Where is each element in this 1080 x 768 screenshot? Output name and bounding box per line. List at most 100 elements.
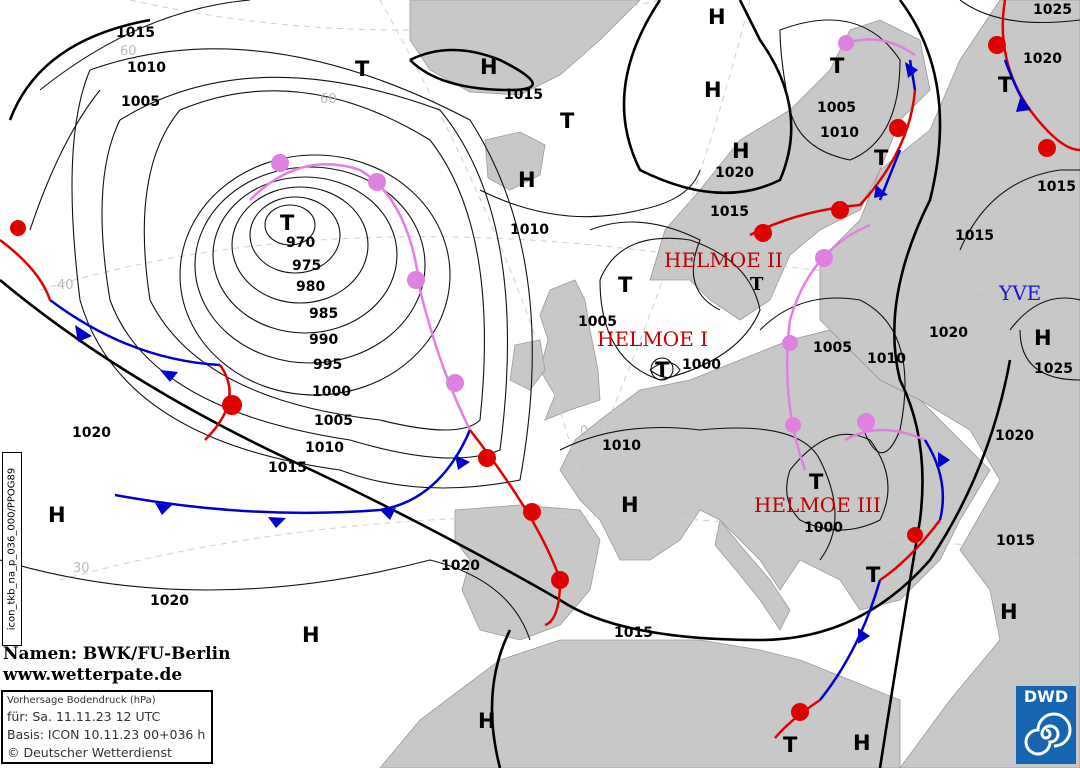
svg-text:1005: 1005 [578,314,617,330]
warm-front [774,519,941,739]
svg-text:1020: 1020 [995,428,1034,444]
low-marker: T [783,733,798,757]
svg-text:1015: 1015 [996,533,1035,549]
svg-text:980: 980 [296,279,325,295]
latitude-labels: 40 30 60 60 0 [57,44,588,576]
europe [559,329,991,611]
product-code: icon_tkb_na_p_036_000/PPOG89 [6,467,18,631]
svg-text:1015: 1015 [955,228,994,244]
graticule [39,0,1080,581]
svg-text:40: 40 [57,278,74,293]
svg-text:1020: 1020 [929,325,968,341]
svg-text:970: 970 [286,235,315,251]
high-marker: H [518,168,536,192]
cold-front [114,429,472,515]
high-marker: H [480,55,498,79]
product-code-box: icon_tkb_na_p_036_000/PPOG89 [2,452,22,646]
high-marker: H [621,493,639,517]
svg-text:1015: 1015 [710,204,749,220]
low-marker: T [809,470,824,494]
swirl-icon [1024,712,1072,756]
credit-block: Namen: BWK/FU-Berlin www.wetterpate.de [3,644,230,686]
high-marker: H [708,5,726,29]
svg-text:1015: 1015 [1037,179,1076,195]
svg-text:1005: 1005 [813,340,852,356]
fronts [0,0,1080,739]
svg-text:1010: 1010 [305,440,344,456]
low-marker: T [355,57,370,81]
isobar-labels: 1015 1010 1005 970 975 980 985 990 995 1… [72,2,1076,641]
high-marker: H [704,78,722,102]
svg-text:60: 60 [320,92,337,107]
svg-text:30: 30 [73,561,90,576]
svg-text:1000: 1000 [682,357,721,373]
svg-text:1010: 1010 [602,438,641,454]
warm-front [469,429,562,627]
finland-russia [819,0,1080,768]
dwd-logo: DWD [1016,686,1076,764]
info-copyright: © Deutscher Wetterdienst [7,745,172,760]
info-valid-time: für: Sa. 11.11.23 12 UTC [7,709,161,724]
ireland [509,339,546,391]
svg-text:1020: 1020 [1023,51,1062,67]
svg-text:1010: 1010 [510,222,549,238]
svg-text:1020: 1020 [72,425,111,441]
high-marker: H [853,731,871,755]
low-marker: T [830,54,845,78]
svg-text:975: 975 [292,258,321,274]
iceland [484,131,546,191]
high-marker: H [732,139,750,163]
svg-text:0: 0 [580,424,588,439]
names-credit: Namen: BWK/FU-Berlin [3,644,231,664]
low-marker: T [280,211,295,235]
svg-text:1015: 1015 [504,87,543,103]
low-marker: T [750,274,764,295]
svg-text:1010: 1010 [867,351,906,367]
system-name: HELMOE II [664,248,783,272]
svg-text:1015: 1015 [614,625,653,641]
high-marker: H [478,709,496,733]
svg-text:1020: 1020 [715,165,754,181]
info-basis: Basis: ICON 10.11.23 00+036 h [7,727,206,742]
low-marker: T [998,73,1013,97]
high-marker: H [302,623,320,647]
info-title: Vorhersage Bodendruck (hPa) [7,695,156,706]
occlusion-front [249,163,472,431]
svg-text:1010: 1010 [820,125,859,141]
land [379,0,1080,768]
svg-text:1005: 1005 [817,100,856,116]
low-marker: T [618,273,633,297]
high-marker: H [1034,326,1052,350]
svg-text:985: 985 [309,306,338,322]
low-marker: T [560,109,575,133]
system-name: HELMOE III [754,493,881,517]
svg-text:990: 990 [309,332,338,348]
system-name: YVE [998,281,1041,305]
low-marker: T [866,563,881,587]
svg-text:1010: 1010 [127,60,166,76]
north-africa [379,639,901,768]
website-link[interactable]: www.wetterpate.de [3,665,183,685]
svg-text:1015: 1015 [268,460,307,476]
svg-text:1025: 1025 [1034,361,1073,377]
system-names: HELMOE I HELMOE II HELMOE III YVE [597,248,1041,517]
system-name: HELMOE I [597,327,708,351]
svg-text:60: 60 [120,44,137,59]
low-pressure-markers: T T T T T T T T T T T T [280,54,1013,757]
svg-text:1000: 1000 [804,520,843,536]
greenland [409,0,641,96]
cold-front [49,298,221,367]
svg-text:995: 995 [313,357,342,373]
forecast-info-box: Vorhersage Bodendruck (hPa) für: Sa. 11.… [1,690,213,764]
high-pressure-markers: H H H H H H H H H H H H [48,5,1052,755]
scandinavia [649,19,931,321]
high-marker: H [48,503,66,527]
high-marker: H [1000,600,1018,624]
svg-text:1015: 1015 [116,25,155,41]
svg-text:1020: 1020 [441,558,480,574]
low-marker: T [874,146,889,170]
iberia [454,504,601,641]
